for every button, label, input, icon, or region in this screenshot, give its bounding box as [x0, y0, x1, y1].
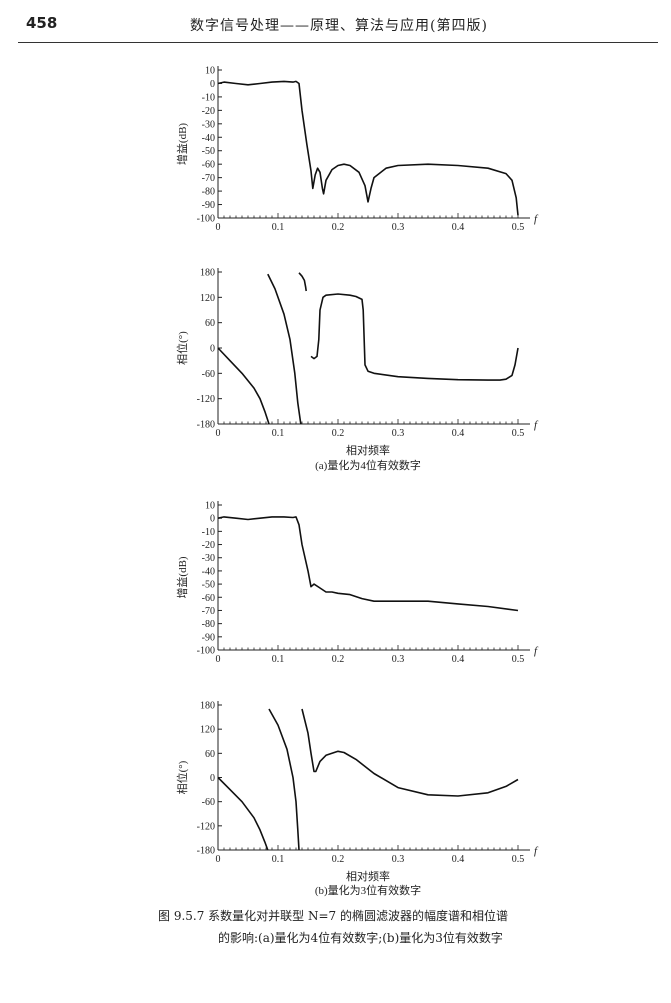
x-tick-label: 0.3	[392, 654, 405, 665]
y-tick-label: -120	[197, 394, 215, 405]
y-tick-label: -180	[197, 420, 215, 431]
header-rule	[18, 42, 658, 43]
y-tick-label: -60	[202, 797, 215, 808]
series-line-1	[267, 273, 302, 425]
y-tick-label: -10	[202, 92, 215, 103]
x-tick-label: 0.3	[392, 854, 405, 865]
x-tick-label: 0.1	[272, 854, 285, 865]
y-tick-label: -40	[202, 133, 215, 144]
y-tick-label: -100	[197, 214, 215, 225]
x-tick-label: 0.3	[392, 428, 405, 439]
y-tick-label: 180	[200, 268, 215, 279]
x-tick-label: 0	[216, 222, 221, 233]
x-tick-label: 0.2	[332, 854, 345, 865]
y-tick-label: 120	[200, 293, 215, 304]
y-tick-label: 60	[205, 749, 215, 760]
y-tick-label: -100	[197, 646, 215, 657]
page-number: 458	[26, 14, 58, 32]
y-tick-label: 180	[200, 701, 215, 712]
series-line-3	[310, 293, 519, 381]
series-line-1	[268, 708, 300, 851]
y-tick-label: -60	[202, 160, 215, 171]
y-tick-label: 10	[205, 501, 215, 512]
y-tick-label: -20	[202, 540, 215, 551]
y-axis-label: 相位(°)	[175, 760, 189, 794]
y-tick-label: -180	[197, 846, 215, 857]
x-tick-label: 0.5	[512, 654, 525, 665]
x-tick-label: 0.1	[272, 428, 285, 439]
x-tick-label: 0.4	[452, 654, 465, 665]
y-tick-label: -50	[202, 146, 215, 157]
y-axis-label: 相位(°)	[175, 331, 189, 365]
panel-a-xlabel: 相对频率	[346, 443, 390, 457]
y-tick-label: 0	[210, 344, 215, 355]
x-tick-label: 0.1	[272, 222, 285, 233]
series-line-0	[217, 516, 519, 612]
y-tick-label: -80	[202, 619, 215, 630]
y-tick-label: -10	[202, 527, 215, 538]
y-tick-label: -90	[202, 632, 215, 643]
x-tick-label: 0.2	[332, 222, 345, 233]
y-axis-label: 增益(dB)	[175, 556, 189, 598]
panel-a-caption: (a)量化为4位有效数字	[315, 458, 421, 472]
panel-b-xlabel: 相对频率	[346, 869, 390, 883]
y-tick-label: -60	[202, 593, 215, 604]
x-tick-label: 0.1	[272, 654, 285, 665]
x-tick-label: 0.4	[452, 222, 465, 233]
y-tick-label: 60	[205, 318, 215, 329]
series-line-2	[298, 272, 307, 292]
y-tick-label: -30	[202, 553, 215, 564]
x-axis-symbol: f	[534, 645, 539, 657]
caption-line-2: 的影响:(a)量化为4位有效数字;(b)量化为3位有效数字	[218, 931, 503, 945]
series-line-0	[217, 80, 519, 216]
running-head: 数字信号处理——原理、算法与应用(第四版)	[190, 18, 488, 34]
x-axis-symbol: f	[534, 419, 539, 431]
x-tick-label: 0	[216, 428, 221, 439]
y-axis-label: 增益(dB)	[175, 123, 189, 165]
series-line-2	[301, 708, 519, 797]
x-tick-label: 0.5	[512, 222, 525, 233]
y-tick-label: -20	[202, 106, 215, 117]
x-tick-label: 0.2	[332, 428, 345, 439]
x-tick-label: 0	[216, 654, 221, 665]
y-tick-label: -50	[202, 580, 215, 591]
x-tick-label: 0	[216, 854, 221, 865]
y-tick-label: -30	[202, 119, 215, 130]
y-tick-label: 10	[205, 66, 215, 77]
y-tick-label: 0	[210, 514, 215, 525]
y-tick-label: 0	[210, 773, 215, 784]
x-tick-label: 0.4	[452, 854, 465, 865]
y-tick-label: -90	[202, 200, 215, 211]
panel-b-caption: (b)量化为3位有效数字	[315, 883, 421, 897]
y-tick-label: -60	[202, 369, 215, 380]
series-line-0	[217, 776, 269, 851]
caption-line-1: 图 9.5.7 系数量化对并联型 N=7 的椭圆滤波器的幅度谱和相位谱	[158, 909, 508, 923]
y-tick-label: -40	[202, 566, 215, 577]
x-tick-label: 0.5	[512, 428, 525, 439]
x-tick-label: 0.5	[512, 854, 525, 865]
y-tick-label: 120	[200, 725, 215, 736]
y-tick-label: 0	[210, 79, 215, 90]
x-tick-label: 0.4	[452, 428, 465, 439]
figure-caption: 图 9.5.7 系数量化对并联型 N=7 的椭圆滤波器的幅度谱和相位谱 的影响:…	[158, 905, 578, 949]
y-tick-label: -120	[197, 821, 215, 832]
series-line-0	[217, 347, 270, 425]
x-tick-label: 0.3	[392, 222, 405, 233]
y-tick-label: -80	[202, 187, 215, 198]
y-tick-label: -70	[202, 173, 215, 184]
x-axis-symbol: f	[534, 845, 539, 857]
x-tick-label: 0.2	[332, 654, 345, 665]
x-axis-symbol: f	[534, 213, 539, 225]
y-tick-label: -70	[202, 606, 215, 617]
